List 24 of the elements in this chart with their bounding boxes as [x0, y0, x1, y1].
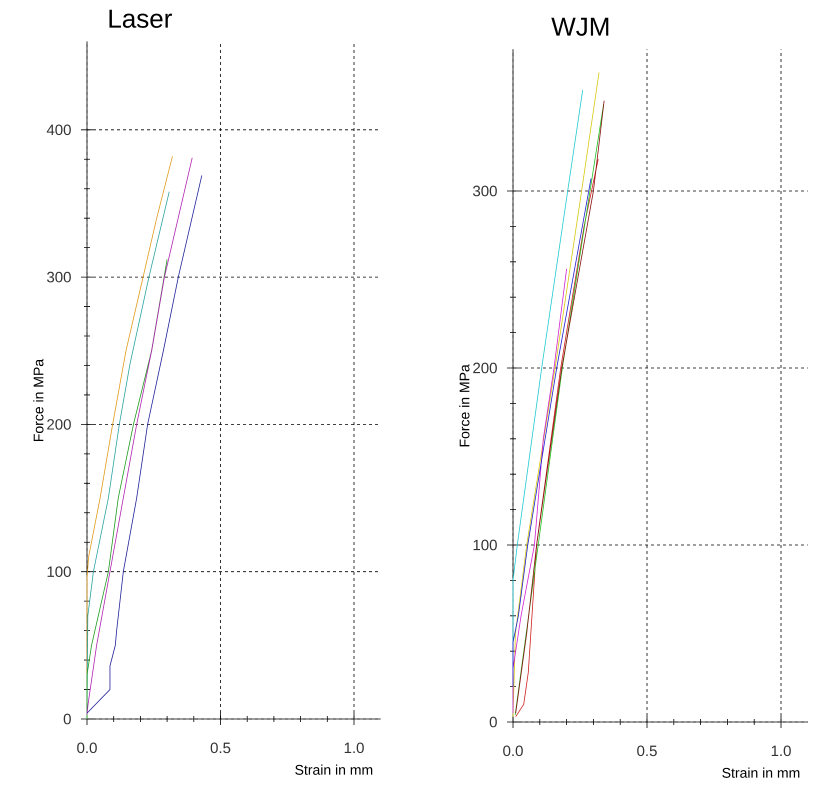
y-tick-label: 200: [473, 362, 497, 374]
y-axis-title: Force in MPa: [459, 364, 470, 446]
y-tick-label: 300: [473, 186, 497, 196]
x-tick-label: 0.5: [210, 742, 230, 754]
x-tick-label: 1.0: [772, 746, 791, 756]
x-tick-label: 1.0: [344, 742, 364, 754]
chart-title: Laser: [109, 10, 172, 28]
y-tick-label: 100: [48, 566, 71, 578]
y-tick-label: 400: [46, 124, 71, 136]
x-tick-label: 0.0: [503, 746, 523, 756]
x-axis-title: Strain in mm: [295, 764, 372, 775]
y-tick-label: 300: [47, 272, 71, 282]
y-tick-label: 0: [64, 714, 71, 724]
y-axis-title: Force in MPa: [33, 358, 44, 442]
x-tick-label: 0.0: [77, 742, 97, 754]
x-axis-title: Strain in mm: [722, 768, 800, 778]
line-series: [512, 268, 568, 714]
y-tick-label: 0: [490, 716, 497, 728]
y-tick-label: 100: [474, 540, 497, 550]
line-series: [86, 259, 168, 720]
x-tick-label: 0.5: [637, 746, 657, 756]
chart-title: WJM: [551, 18, 608, 36]
y-tick-label: 200: [47, 419, 71, 430]
line-series: [512, 178, 592, 687]
